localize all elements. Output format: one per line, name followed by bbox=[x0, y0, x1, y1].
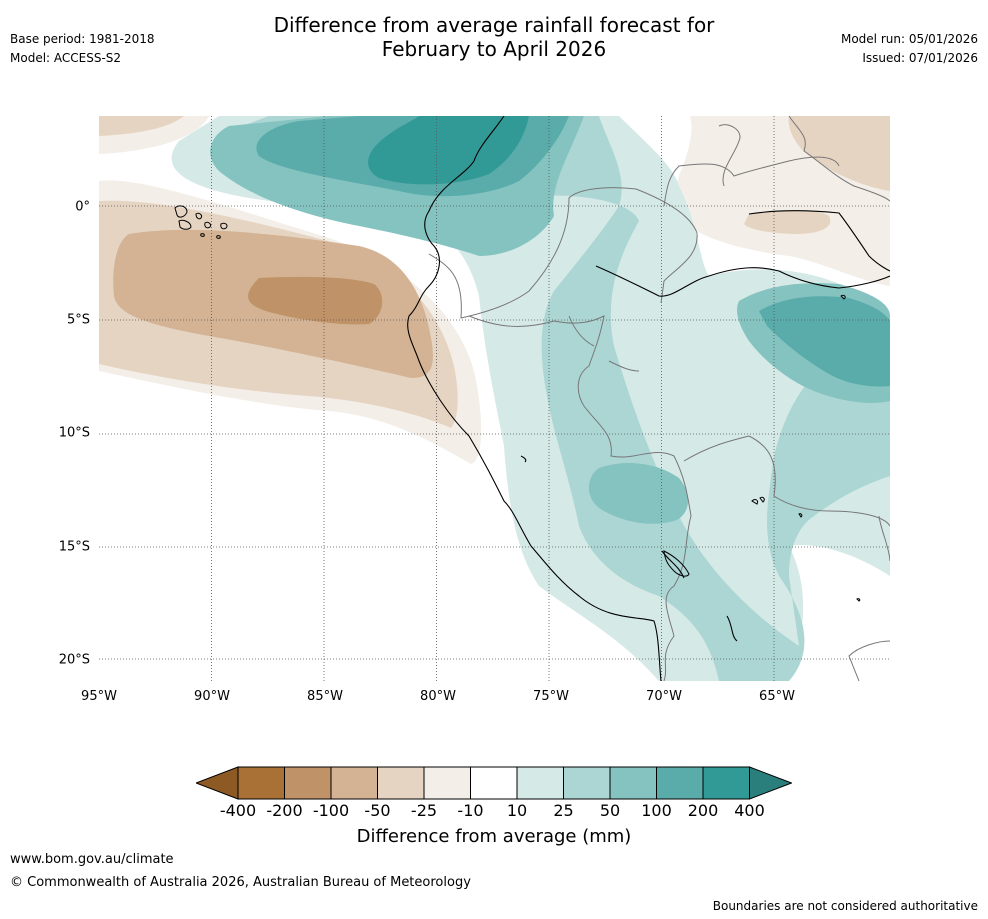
dry-patch-north-25b bbox=[744, 210, 831, 234]
legend-swatch-extend-dry bbox=[196, 766, 239, 800]
legend-swatch bbox=[284, 766, 332, 800]
dry-patch-north-25 bbox=[788, 116, 890, 191]
page-title: Difference from average rainfall forecas… bbox=[0, 13, 988, 61]
legend-swatch bbox=[237, 766, 285, 800]
wet-contour-50-south bbox=[588, 463, 689, 524]
legend-tick-label: -200 bbox=[266, 801, 303, 820]
legend-tick-label: 100 bbox=[641, 801, 672, 820]
coastline bbox=[407, 116, 890, 681]
legend-tick-label: 10 bbox=[506, 801, 528, 820]
lon-tick-80w: 80°W bbox=[420, 689, 456, 704]
lat-tick-10s: 10°S bbox=[58, 425, 90, 441]
wet-contour-10 bbox=[171, 116, 890, 681]
legend-swatch bbox=[563, 766, 611, 800]
legend-colorbar bbox=[196, 766, 792, 800]
legend-tick-label: 50 bbox=[599, 801, 621, 820]
lon-tick-65w: 65°W bbox=[759, 689, 795, 704]
legend-tick-label: -10 bbox=[457, 801, 484, 820]
legend-tick-label: -25 bbox=[410, 801, 438, 820]
legend-swatch bbox=[609, 766, 657, 800]
lat-tick-5s: 5°S bbox=[66, 312, 90, 328]
lon-tick-75w: 75°W bbox=[533, 689, 569, 704]
dry-contour-100 bbox=[248, 276, 383, 325]
lat-tick-0: 0° bbox=[75, 199, 90, 215]
lake-titicaca bbox=[663, 550, 690, 577]
dry-patch-corner-25 bbox=[99, 116, 184, 136]
legend-swatch bbox=[423, 766, 471, 800]
country-boundaries bbox=[428, 116, 890, 681]
wet-contour-200 bbox=[368, 116, 529, 185]
lon-tick-95w: 95°W bbox=[81, 689, 117, 704]
legend-swatch bbox=[330, 766, 378, 800]
lat-tick-20s: 20°S bbox=[58, 652, 90, 668]
graticule bbox=[99, 116, 890, 681]
legend-swatch bbox=[516, 766, 564, 800]
legend-swatch bbox=[377, 766, 425, 800]
issued-label: Issued: 07/01/2026 bbox=[862, 51, 978, 65]
title-line-2: February to April 2026 bbox=[381, 37, 607, 61]
legend-swatch bbox=[656, 766, 704, 800]
legend-tick-label: -50 bbox=[364, 801, 391, 820]
lon-tick-85w: 85°W bbox=[307, 689, 343, 704]
galapagos-islands bbox=[174, 205, 228, 239]
legend-tick-label: -400 bbox=[219, 801, 257, 820]
legend-tick-label: 400 bbox=[734, 801, 765, 820]
lon-tick-70w: 70°W bbox=[646, 689, 682, 704]
base-period-label: Base period: 1981-2018 bbox=[10, 32, 155, 46]
legend-tick-label: 200 bbox=[687, 801, 719, 820]
wet-contour-100-east bbox=[759, 296, 890, 387]
lat-tick-15s: 15°S bbox=[58, 539, 90, 555]
legend-tick-label: 25 bbox=[553, 801, 574, 820]
website-link[interactable]: www.bom.gov.au/climate bbox=[10, 852, 174, 867]
contour-layer bbox=[99, 116, 890, 681]
legend-title: Difference from average (mm) bbox=[356, 826, 632, 847]
copyright-text: © Commonwealth of Australia 2026, Austra… bbox=[10, 875, 471, 890]
legend-swatch bbox=[702, 766, 750, 800]
model-label: Model: ACCESS-S2 bbox=[10, 51, 122, 65]
lon-tick-90w: 90°W bbox=[194, 689, 230, 704]
disclaimer-text: Boundaries are not considered authoritat… bbox=[712, 899, 978, 913]
legend-tick-label: -100 bbox=[312, 801, 350, 820]
legend-swatch-extend-wet bbox=[749, 766, 792, 800]
wet-contour-25 bbox=[211, 116, 890, 681]
legend-swatch bbox=[470, 766, 518, 800]
amazon-river-islands bbox=[751, 294, 861, 602]
model-run-label: Model run: 05/01/2026 bbox=[840, 32, 978, 46]
title-line-1: Difference from average rainfall forecas… bbox=[273, 13, 715, 37]
rainfall-anomaly-map bbox=[99, 116, 890, 681]
